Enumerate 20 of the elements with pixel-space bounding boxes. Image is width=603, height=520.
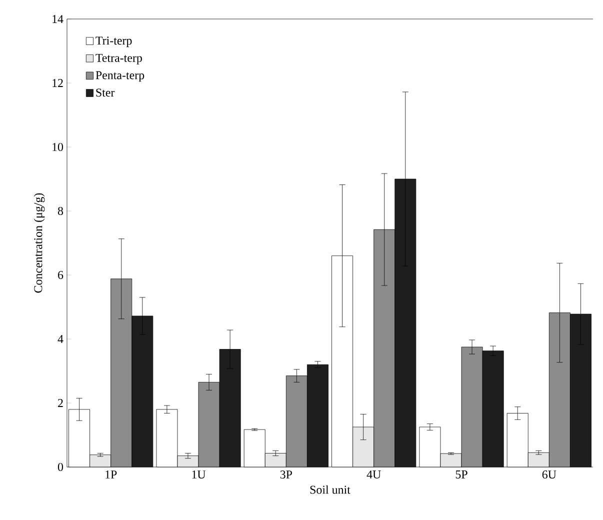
x-tick-label: 1P: [106, 470, 117, 478]
y-tick-label: 4: [58, 335, 64, 343]
legend-label: Tri-terp: [96, 36, 132, 48]
x-tick-label: 4U: [366, 470, 381, 478]
y-tick-label: 2: [58, 399, 63, 407]
legend-label: Penta-terp: [96, 71, 144, 82]
y-tick-label: 0: [58, 462, 64, 472]
x-axis-title: Soil unit: [310, 485, 350, 494]
legend-label: Ster: [96, 88, 115, 97]
x-tick-label: 1U: [192, 470, 206, 479]
x-tick-label: 5P: [456, 470, 468, 478]
y-tick-label: 12: [52, 79, 63, 87]
x-tick-label: 6U: [542, 470, 556, 479]
y-tick-label: 14: [52, 15, 64, 23]
x-tick-label: 3P: [280, 470, 292, 479]
y-tick-label: 10: [52, 142, 64, 152]
y-tick-label: 8: [58, 206, 64, 216]
y-tick-label: 6: [58, 270, 64, 280]
y-axis-title: Concentration (μg/g): [34, 193, 45, 293]
legend-label: Tetra-terp: [96, 54, 142, 64]
